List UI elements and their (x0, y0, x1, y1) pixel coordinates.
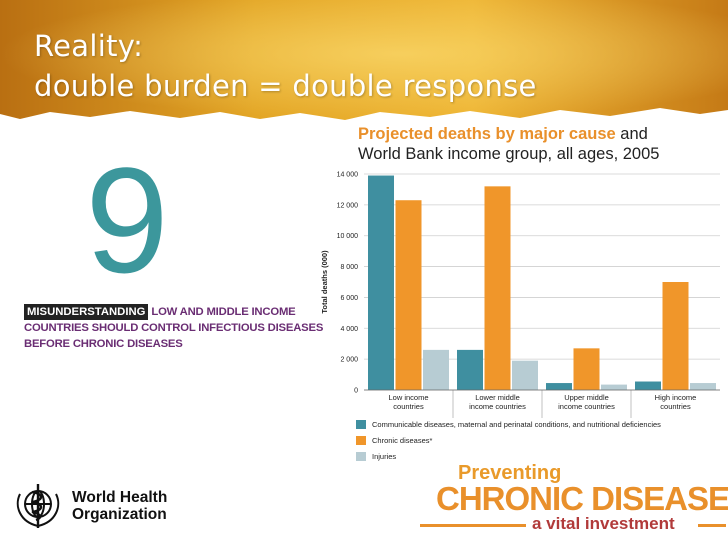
misunderstanding-line-2: COUNTRIES SHOULD CONTROL INFECTIOUS DISE… (24, 322, 324, 334)
slide-title-line-2: double burden = double response (34, 69, 537, 103)
bar-injuries (512, 360, 538, 390)
category-label: income countries (558, 402, 615, 411)
who-logo: World Health Organization (10, 480, 167, 532)
legend-item-chronic: Chronic diseases* (356, 434, 661, 447)
misunderstanding-statement: MISUNDERSTANDING LOW AND MIDDLE INCOME C… (24, 304, 323, 352)
pcd-line-1: Preventing (458, 462, 562, 484)
legend-label-communicable: Communicable diseases, maternal and peri… (372, 420, 661, 429)
bar-chronic (484, 186, 511, 390)
misunderstanding-tag: MISUNDERSTANDING (24, 304, 149, 320)
bar-communicable (635, 381, 661, 390)
bar-communicable (457, 349, 483, 390)
bar-injuries (423, 349, 449, 390)
category-label: Upper middle (564, 393, 609, 402)
slide-title-line-1: Reality: (34, 29, 144, 63)
chart-title-highlight: Projected deaths by major cause (358, 125, 616, 143)
banner-background (0, 0, 728, 120)
y-tick-label: 12 000 (337, 202, 359, 209)
who-emblem-icon (16, 484, 60, 528)
pcd-rule-right (698, 524, 726, 527)
legend-item-injuries: Injuries (356, 450, 661, 463)
chart-title-rest: and (615, 125, 648, 143)
who-name-line-1: World Health (72, 489, 168, 506)
legend-swatch-injuries (356, 452, 366, 461)
category-label: Lower middle (475, 393, 520, 402)
legend-item-communicable: Communicable diseases, maternal and peri… (356, 418, 661, 431)
y-tick-label: 6 000 (340, 295, 358, 302)
legend-label-chronic: Chronic diseases* (372, 436, 433, 445)
category-label: countries (393, 402, 424, 411)
pcd-line-3: a vital investment (532, 514, 675, 533)
misunderstanding-number: 9 (85, 136, 169, 304)
slide-title: Reality: double burden = double response (34, 26, 537, 106)
bar-communicable (546, 383, 572, 390)
bar-chronic (395, 200, 422, 390)
preventing-chronic-diseases-logo: Preventing CHRONIC DISEASES a vital inve… (420, 458, 728, 542)
bar-injuries (601, 384, 627, 390)
bar-chronic (662, 282, 689, 390)
pcd-line-2: CHRONIC DISEASES (436, 480, 728, 517)
category-label: income countries (469, 402, 526, 411)
legend-label-injuries: Injuries (372, 452, 397, 461)
legend-swatch-chronic (356, 436, 366, 445)
chart-legend: Communicable diseases, maternal and peri… (356, 418, 661, 466)
who-name-line-2: Organization (72, 506, 167, 523)
y-tick-label: 4 000 (340, 326, 358, 333)
y-tick-label: 10 000 (337, 233, 359, 240)
legend-swatch-communicable (356, 420, 366, 429)
pcd-rule-left (420, 524, 526, 527)
y-tick-label: 8 000 (340, 264, 358, 271)
deaths-bar-chart: 0 2 000 4 000 6 000 8 000 10 000 12 000 14 000 T… (320, 172, 720, 418)
category-label: Low income (388, 393, 428, 402)
title-banner (0, 0, 728, 132)
chart-title-line-2: World Bank income group, all ages, 2005 (358, 145, 660, 163)
bar-chronic (573, 348, 600, 390)
y-tick-label: 0 (354, 388, 358, 395)
y-axis-title: Total deaths (000) (320, 250, 329, 314)
bar-injuries (690, 383, 716, 390)
y-tick-label: 14 000 (337, 172, 359, 179)
misunderstanding-line-1: LOW AND MIDDLE INCOME (151, 306, 296, 318)
bar-communicable (368, 175, 394, 390)
chart-title: Projected deaths by major cause and Worl… (358, 124, 659, 164)
category-label: countries (660, 402, 691, 411)
misunderstanding-line-3: BEFORE CHRONIC DISEASES (24, 338, 183, 350)
y-tick-label: 2 000 (340, 357, 358, 364)
category-label: High income (655, 393, 697, 402)
